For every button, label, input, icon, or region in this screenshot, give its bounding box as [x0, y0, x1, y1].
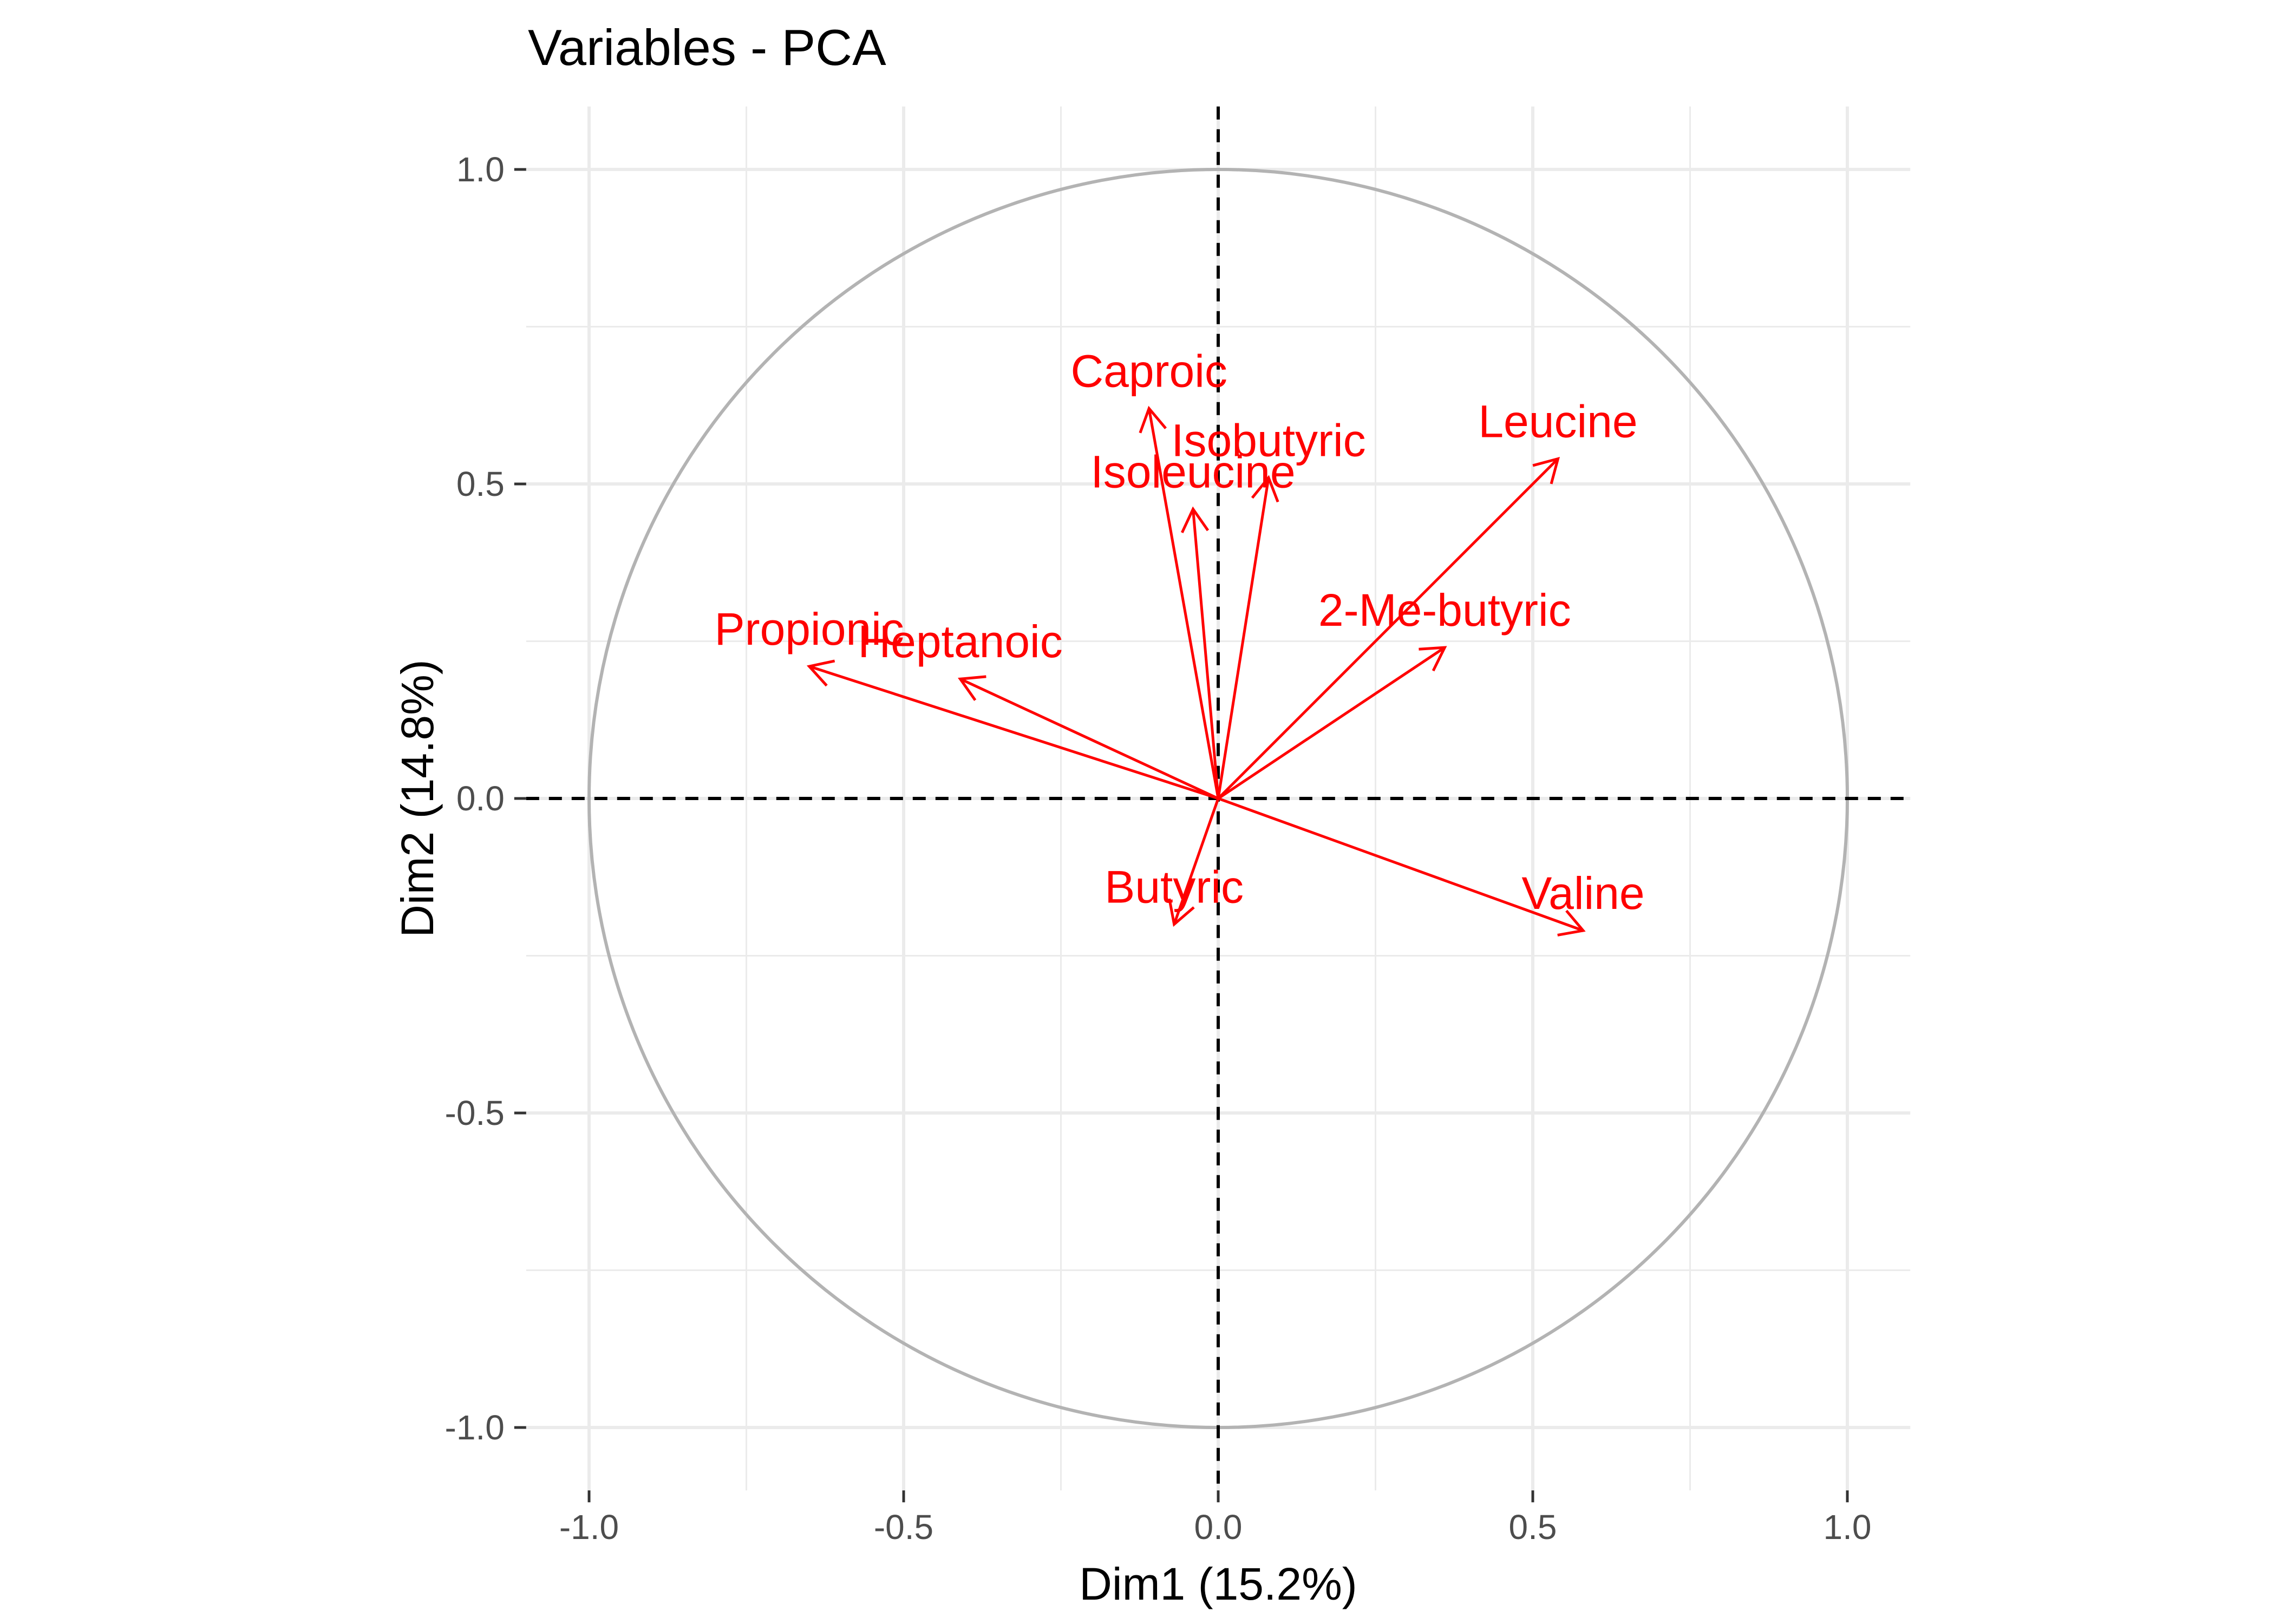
variable-arrow-head	[1557, 909, 1586, 937]
variable-label: Butyric	[1105, 861, 1244, 912]
variable-arrow-head	[1532, 456, 1560, 484]
variable-label: Isobutyric	[1171, 415, 1365, 466]
y-tick-label: -1.0	[445, 1408, 505, 1447]
variable-arrow	[959, 677, 1219, 800]
variable-label: Valine	[1521, 868, 1644, 919]
y-axis-title: Dim2 (14.8%)	[392, 659, 443, 937]
variable-arrow-head	[1139, 405, 1167, 434]
variable-arrow	[1217, 457, 1559, 800]
variable-arrow	[808, 665, 1219, 800]
variable-arrow	[1217, 646, 1446, 800]
variable-label: Heptanoic	[858, 616, 1062, 667]
variable-arrow-head	[806, 659, 835, 687]
variable-arrow	[1173, 798, 1220, 925]
variable-label: Leucine	[1478, 396, 1637, 447]
variable-label: Propionic	[715, 604, 904, 654]
variable-arrow	[1192, 509, 1220, 799]
variable-arrow-head	[1180, 506, 1210, 534]
x-tick-label: 0.0	[1194, 1508, 1243, 1547]
variable-label: Caproic	[1070, 346, 1227, 397]
variable-label: Isoleucine	[1090, 446, 1295, 497]
y-tick-label: 0.5	[456, 464, 505, 503]
variable-arrow	[1218, 797, 1584, 932]
variable-arrow-head	[1251, 475, 1279, 503]
arrow-layer	[806, 405, 1586, 937]
y-tick-label: 0.0	[456, 779, 505, 818]
variable-arrow	[1147, 408, 1220, 799]
chart-title: Variables - PCA	[528, 19, 886, 76]
y-tick-label: 1.0	[456, 150, 505, 189]
x-axis-title: Dim1 (15.2%)	[1079, 1558, 1357, 1609]
variable-arrow-head	[1419, 646, 1447, 672]
variable-arrow-head	[958, 675, 986, 701]
variable-arrow-head	[1168, 898, 1195, 927]
x-tick-label: 1.0	[1824, 1508, 1872, 1547]
x-tick-label: -1.0	[559, 1508, 619, 1547]
x-tick-label: 0.5	[1509, 1508, 1557, 1547]
y-tick-label: -0.5	[445, 1093, 505, 1132]
variable-label: 2-Me-butyric	[1318, 585, 1571, 636]
x-tick-label: -0.5	[874, 1508, 933, 1547]
tick-layer: -1.0 -0.5 0.0 0.5 1.0 -1.0 -0.5 0.0 0.5 1.0	[445, 150, 1872, 1547]
variable-arrow	[1217, 477, 1270, 799]
